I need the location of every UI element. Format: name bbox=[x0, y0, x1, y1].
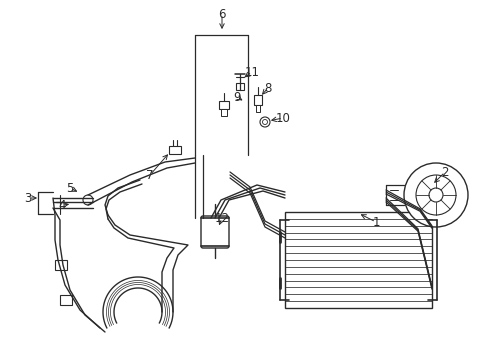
Bar bbox=[55, 260, 67, 270]
Text: 2: 2 bbox=[440, 166, 448, 179]
Text: 1: 1 bbox=[371, 216, 379, 229]
Text: 8: 8 bbox=[264, 81, 271, 95]
Text: 7: 7 bbox=[146, 168, 153, 181]
Bar bbox=[219, 101, 228, 109]
Bar bbox=[60, 295, 72, 305]
Text: 5: 5 bbox=[66, 181, 74, 194]
Circle shape bbox=[428, 188, 442, 202]
Circle shape bbox=[83, 195, 93, 205]
Circle shape bbox=[262, 120, 267, 125]
Text: 11: 11 bbox=[244, 66, 259, 78]
Bar bbox=[169, 146, 181, 154]
Text: 6: 6 bbox=[218, 8, 225, 21]
Bar bbox=[253, 95, 262, 105]
Circle shape bbox=[415, 175, 455, 215]
Bar bbox=[221, 109, 226, 116]
Text: 10: 10 bbox=[275, 112, 290, 125]
Circle shape bbox=[260, 117, 269, 127]
Text: 12: 12 bbox=[214, 212, 229, 225]
Bar bbox=[285, 212, 431, 308]
Text: 3: 3 bbox=[24, 192, 32, 204]
Bar bbox=[236, 83, 244, 90]
FancyBboxPatch shape bbox=[201, 216, 228, 248]
Circle shape bbox=[403, 163, 467, 227]
Bar bbox=[256, 105, 260, 112]
Text: 4: 4 bbox=[58, 198, 65, 212]
Text: 9: 9 bbox=[233, 90, 240, 104]
